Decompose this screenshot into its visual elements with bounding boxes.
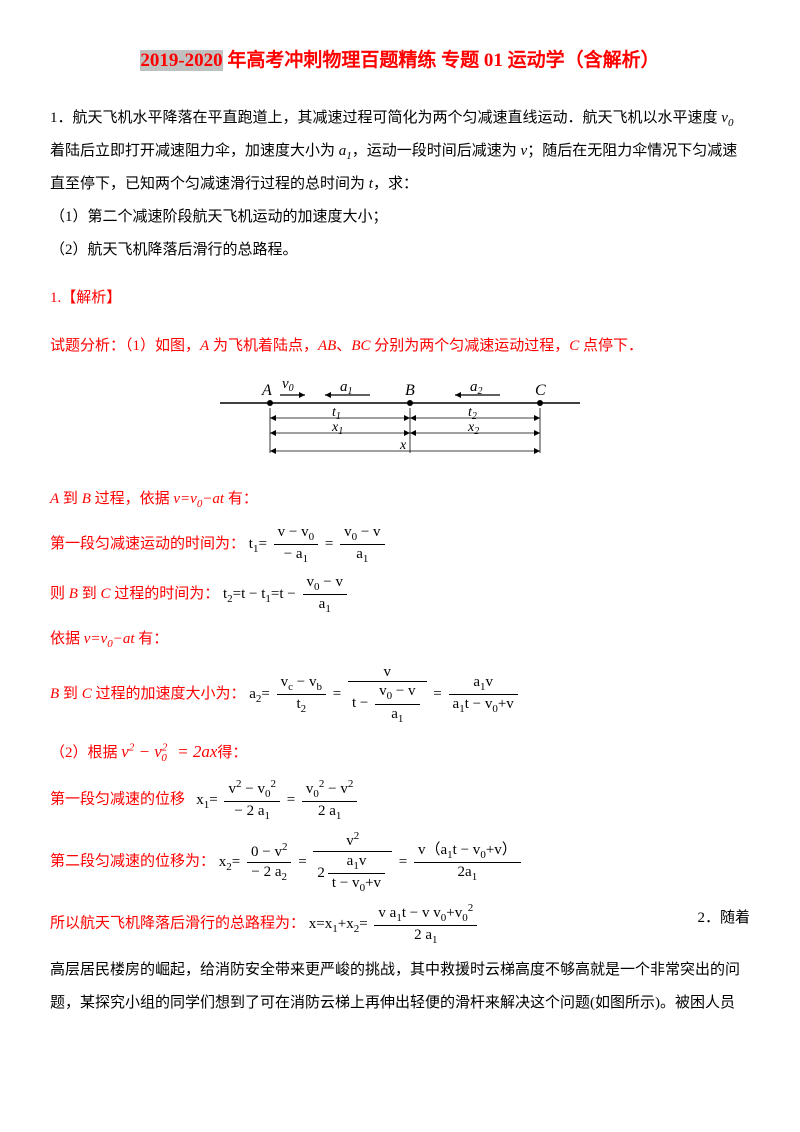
- p1-q1: （1）第二个减速阶段航天飞机运动的加速度大小；: [50, 201, 750, 234]
- diag-x2: x2: [467, 420, 479, 437]
- point-A: A: [261, 382, 272, 399]
- eq-x2: 第二段匀减速的位移为： x2= 0 − v2− 2 a2 = v22a1vt −…: [50, 830, 750, 894]
- line-vrel: 依据 v=v0−at 有：: [50, 623, 750, 656]
- kinematics-diagram: A B C v0 a1 a2 t1 x1 t2 x2 x: [210, 373, 590, 473]
- analysis-label: 试题分析：: [50, 338, 125, 354]
- eq-x1: 第一段匀减速的位移 x1= v2 − v02− 2 a1 = v02 − v22…: [50, 778, 750, 822]
- diag-x: x: [399, 438, 407, 453]
- p1-l0: 航天飞机水平降落在平直跑道上，其减速过程可简化为两个匀减速直线运动．航天飞机以水…: [73, 110, 722, 126]
- p1-l2: 直至停下，已知两个匀减速滑行过程的总时间为 t，求：: [50, 168, 750, 201]
- problem-number: 1．: [50, 110, 73, 126]
- diag-a1: a1: [340, 379, 353, 397]
- solution-header: 1.【解析】: [50, 282, 750, 315]
- title-highlight: 2019-2020: [140, 50, 222, 71]
- title-rest: 年高考冲刺物理百题精练 专题 01 运动学（含解析）: [223, 50, 660, 71]
- page-title: 2019-2020 年高考冲刺物理百题精练 专题 01 运动学（含解析）: [50, 40, 750, 82]
- sol-num: 1.: [50, 290, 61, 306]
- sol-label: 【解析】: [61, 290, 121, 306]
- eq-x-total: 所以航天飞机降落后滑行的总路程为： x=x1+x2= v a1t − v v0+…: [50, 902, 750, 946]
- sym-a1: a1: [339, 143, 352, 159]
- diagram: A B C v0 a1 a2 t1 x1 t2 x2 x: [50, 373, 750, 473]
- p2-l1: 高层居民楼房的崛起，给消防安全带来更严峻的挑战，其中救援时云梯高度不够高就是一个…: [50, 954, 750, 987]
- p1-q2: （2）航天飞机降落后滑行的总路程。: [50, 234, 750, 267]
- line-kinematic: （2）根据 v2 − v20 = 2ax得：: [50, 733, 750, 771]
- p1-l1: 着陆后立即打开减速阻力伞，加速度大小为 a1，运动一段时间后减速为 v；随后在无…: [50, 135, 750, 168]
- diag-x1: x1: [331, 420, 343, 437]
- sym-v0: v0: [721, 110, 733, 126]
- eq-a2: B 到 C 过程的加速度大小为： a2= vc − vbt2 = vt − v0…: [50, 664, 750, 725]
- diag-v0: v0: [282, 376, 294, 394]
- point-C: C: [535, 382, 546, 399]
- point-B: B: [405, 382, 415, 399]
- diag-a2: a2: [470, 379, 483, 397]
- problem-1: 1．航天飞机水平降落在平直跑道上，其减速过程可简化为两个匀减速直线运动．航天飞机…: [50, 102, 750, 135]
- eq-t2: 则 B 到 C 过程的时间为： t2=t − t1=t − v0 − va1: [50, 574, 750, 615]
- eq-t1: 第一段匀减速运动的时间为： t1= v − v0− a1 = v0 − va1: [50, 524, 750, 565]
- analysis-line: 试题分析：（1）如图，A 为飞机着陆点，AB、BC 分别为两个匀减速运动过程，C…: [50, 330, 750, 363]
- p2-l2: 题，某探究小组的同学们想到了可在消防云梯上再伸出轻便的滑杆来解决这个问题(如图所…: [50, 987, 750, 1020]
- line-AtoB: A 到 B 过程，依据 v=v0−at 有：: [50, 483, 750, 516]
- problem-2-start: 2．随着: [697, 902, 750, 935]
